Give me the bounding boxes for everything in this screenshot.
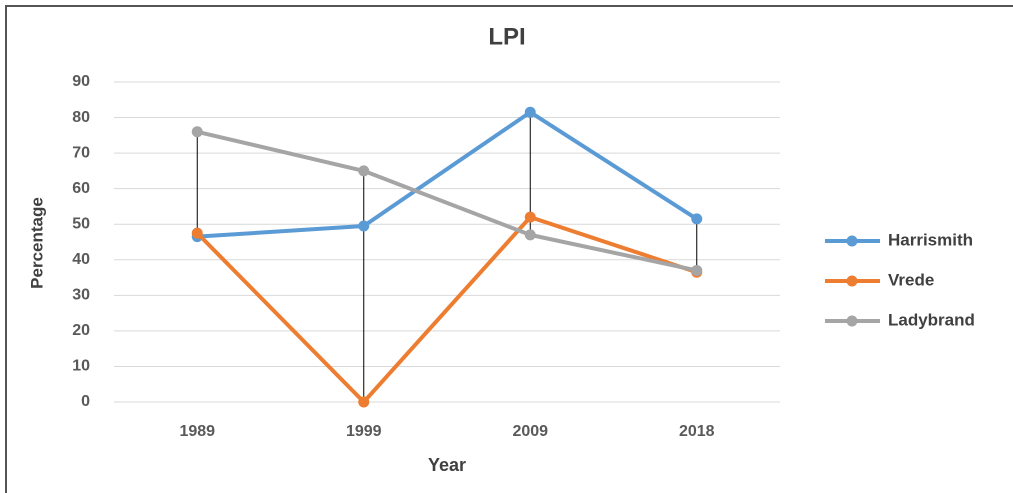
point xyxy=(691,213,703,225)
y-tick-label: 80 xyxy=(72,109,90,126)
point xyxy=(191,227,203,239)
frame xyxy=(5,5,1013,493)
y-tick-label: 50 xyxy=(72,215,90,232)
point xyxy=(524,106,536,118)
y-tick-label: 0 xyxy=(81,393,90,410)
y-tick-label: 70 xyxy=(72,144,90,161)
x-tick-label: 1989 xyxy=(179,423,215,440)
legend-label: Harrismith xyxy=(888,230,973,249)
point xyxy=(524,211,536,223)
legend-label: Ladybrand xyxy=(888,310,975,329)
point xyxy=(358,220,370,232)
y-axis-label: Percentage xyxy=(27,197,46,289)
legend-marker xyxy=(846,235,858,247)
y-tick-label: 10 xyxy=(72,358,90,375)
y-tick-label: 40 xyxy=(72,251,90,268)
series-line xyxy=(195,215,698,404)
point xyxy=(691,264,703,276)
x-axis-label: Year xyxy=(428,455,466,475)
x-tick-label: 2009 xyxy=(512,423,548,440)
series-line xyxy=(197,110,698,239)
chart-title: LPI xyxy=(488,23,525,50)
point xyxy=(358,396,370,408)
x-tick-label: 2018 xyxy=(679,423,715,440)
series-line xyxy=(196,129,698,273)
y-tick-label: 90 xyxy=(72,73,90,90)
point xyxy=(191,126,203,138)
point xyxy=(358,165,370,177)
y-tick-label: 30 xyxy=(72,287,90,304)
x-tick-label: 1999 xyxy=(346,423,382,440)
y-tick-label: 60 xyxy=(72,180,90,197)
legend-marker xyxy=(846,315,858,327)
point xyxy=(524,229,536,241)
legend-marker xyxy=(846,275,858,287)
y-tick-label: 20 xyxy=(72,322,90,339)
legend-label: Vrede xyxy=(888,270,934,289)
